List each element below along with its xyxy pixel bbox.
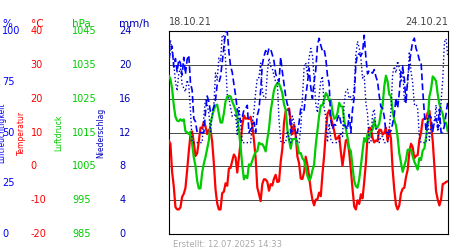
Text: 4: 4 xyxy=(119,195,126,205)
Text: °C: °C xyxy=(31,19,43,29)
Text: %: % xyxy=(2,19,12,29)
Text: 20: 20 xyxy=(31,94,43,104)
Text: 1035: 1035 xyxy=(72,60,97,70)
Text: 0: 0 xyxy=(119,229,126,239)
Text: 10: 10 xyxy=(31,128,43,138)
Text: 25: 25 xyxy=(2,178,15,188)
Text: Luftdruck: Luftdruck xyxy=(54,114,63,151)
Text: hPa: hPa xyxy=(72,19,91,29)
Text: 995: 995 xyxy=(72,195,90,205)
Text: 0: 0 xyxy=(2,229,9,239)
Text: 985: 985 xyxy=(72,229,90,239)
Text: Temperatur: Temperatur xyxy=(17,110,26,154)
Text: Erstellt: 12.07.2025 14:33: Erstellt: 12.07.2025 14:33 xyxy=(173,240,282,249)
Text: 1045: 1045 xyxy=(72,26,97,36)
Text: 20: 20 xyxy=(119,60,131,70)
Text: 75: 75 xyxy=(2,77,15,87)
Text: 40: 40 xyxy=(31,26,43,36)
Text: mm/h: mm/h xyxy=(119,19,149,29)
Text: 12: 12 xyxy=(119,128,131,138)
Text: -10: -10 xyxy=(31,195,46,205)
Text: Luftfeuchtigkeit: Luftfeuchtigkeit xyxy=(0,102,6,163)
Text: 50: 50 xyxy=(2,128,14,138)
Text: Niederschlag: Niederschlag xyxy=(97,108,106,158)
Text: 1015: 1015 xyxy=(72,128,97,138)
Text: 100: 100 xyxy=(2,26,21,36)
Text: 24.10.21: 24.10.21 xyxy=(405,17,448,27)
Text: 30: 30 xyxy=(31,60,43,70)
Text: 16: 16 xyxy=(119,94,131,104)
Text: 1025: 1025 xyxy=(72,94,97,104)
Text: 8: 8 xyxy=(119,161,126,171)
Text: 1005: 1005 xyxy=(72,161,97,171)
Text: 0: 0 xyxy=(31,161,37,171)
Text: -20: -20 xyxy=(31,229,46,239)
Text: 18.10.21: 18.10.21 xyxy=(169,17,212,27)
Text: 24: 24 xyxy=(119,26,131,36)
